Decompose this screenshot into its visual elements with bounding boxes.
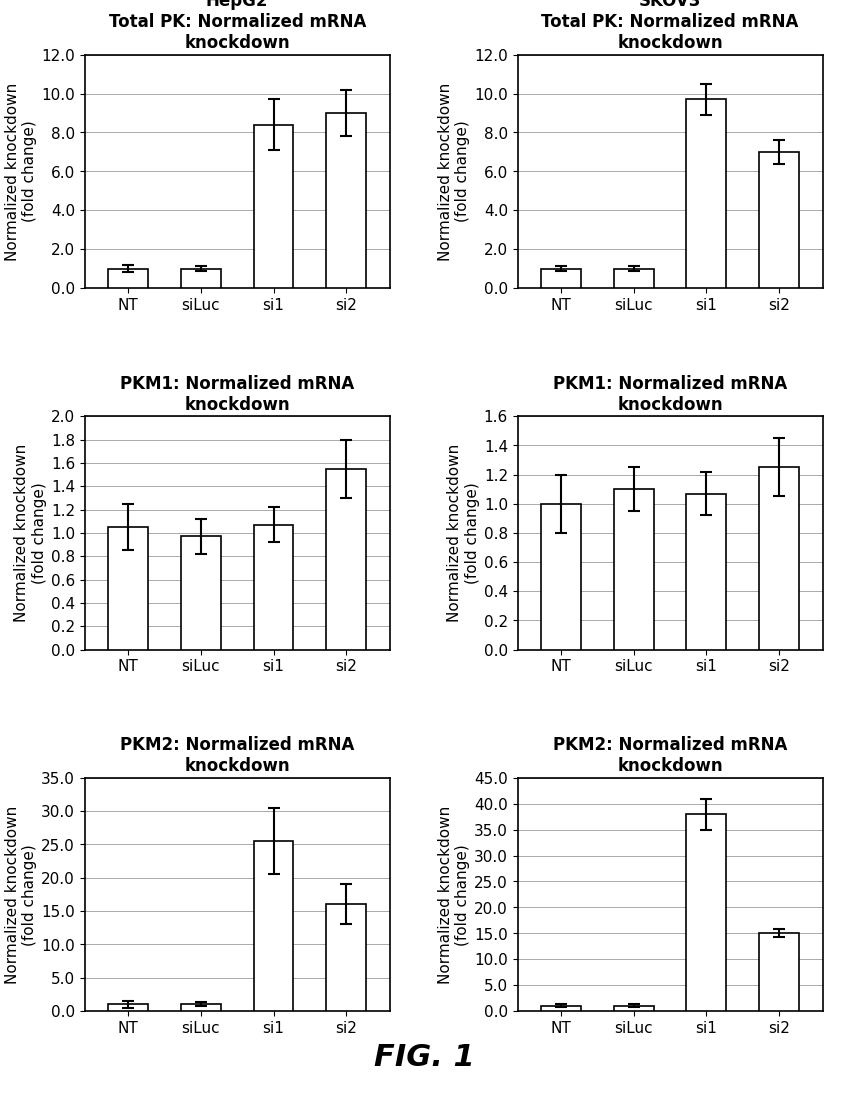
Bar xyxy=(254,525,293,650)
Bar xyxy=(614,269,654,288)
Bar xyxy=(687,814,727,1011)
Bar xyxy=(109,1004,148,1011)
Bar xyxy=(109,269,148,288)
Bar xyxy=(759,152,799,288)
Bar xyxy=(181,536,220,650)
Bar xyxy=(614,1006,654,1011)
Bar xyxy=(541,503,581,650)
Bar xyxy=(614,489,654,650)
Bar xyxy=(181,269,220,288)
Y-axis label: Normalized knockdown
(fold change): Normalized knockdown (fold change) xyxy=(447,444,480,622)
Y-axis label: Normalized knockdown
(fold change): Normalized knockdown (fold change) xyxy=(14,444,47,622)
Y-axis label: Normalized knockdown
(fold change): Normalized knockdown (fold change) xyxy=(5,82,37,260)
Bar xyxy=(759,467,799,650)
Bar xyxy=(687,493,727,650)
Bar xyxy=(541,1006,581,1011)
Bar xyxy=(181,1004,220,1011)
Title: PKM1: Normalized mRNA
knockdown: PKM1: Normalized mRNA knockdown xyxy=(553,375,787,413)
Title: PKM1: Normalized mRNA
knockdown: PKM1: Normalized mRNA knockdown xyxy=(120,375,354,413)
Bar xyxy=(541,269,581,288)
Bar xyxy=(687,100,727,288)
Bar xyxy=(326,469,366,650)
Bar xyxy=(326,904,366,1011)
Title: HepG2
Total PK: Normalized mRNA
knockdown: HepG2 Total PK: Normalized mRNA knockdow… xyxy=(109,0,366,52)
Title: SKOV3
Total PK: Normalized mRNA
knockdown: SKOV3 Total PK: Normalized mRNA knockdow… xyxy=(541,0,799,52)
Bar xyxy=(109,528,148,650)
Bar xyxy=(254,125,293,288)
Bar xyxy=(254,841,293,1011)
Bar xyxy=(759,933,799,1011)
Title: PKM2: Normalized mRNA
knockdown: PKM2: Normalized mRNA knockdown xyxy=(120,736,354,775)
Title: PKM2: Normalized mRNA
knockdown: PKM2: Normalized mRNA knockdown xyxy=(553,736,787,775)
Y-axis label: Normalized knockdown
(fold change): Normalized knockdown (fold change) xyxy=(4,806,37,984)
Bar xyxy=(326,113,366,288)
Y-axis label: Normalized knockdown
(fold change): Normalized knockdown (fold change) xyxy=(438,82,470,260)
Y-axis label: Normalized knockdown
(fold change): Normalized knockdown (fold change) xyxy=(438,806,470,984)
Text: FIG. 1: FIG. 1 xyxy=(374,1043,474,1072)
